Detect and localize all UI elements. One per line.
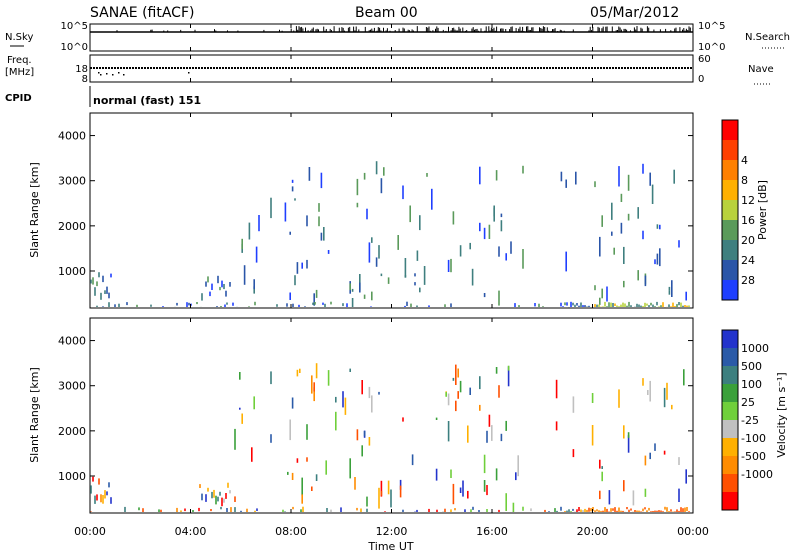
nsky-bars (90, 26, 694, 33)
beam-label: Beam 00 (355, 5, 418, 21)
colorbar-swatch (722, 120, 738, 141)
freq-dot (98, 72, 100, 74)
colorbar-swatch (722, 220, 738, 241)
colorbar-tick-label: 24 (741, 254, 755, 267)
x-tick-label: 16:00 (476, 525, 508, 538)
freq-unit: [MHz] (5, 67, 34, 78)
colorbar-tick-label: 25 (741, 396, 755, 409)
nave-label: Nave (748, 64, 774, 75)
x-tick-label: 04:00 (175, 525, 207, 538)
colorbar-swatch (722, 492, 738, 511)
freq-label: Freq. (7, 55, 32, 66)
y-tick-label: 2000 (58, 220, 86, 233)
y-tick-label: 2000 (58, 425, 86, 438)
colorbar-swatch (722, 384, 738, 403)
velocity-yticks: 1000 2000 3000 4000 (58, 335, 693, 483)
freq-dot (106, 73, 108, 75)
nsearch-tick-top: 10^5 (698, 21, 725, 32)
nsky-tick-bottom: 10^0 (61, 42, 88, 53)
freq-marks (90, 67, 693, 76)
colorbar-tick-label: 500 (741, 360, 762, 373)
x-tick-label: 20:00 (577, 525, 609, 538)
nsearch-tick-bottom: 10^0 (698, 42, 725, 53)
freq-dot (112, 74, 114, 76)
colorbar-swatch (722, 260, 738, 281)
colorbar-tick-label: 28 (741, 274, 755, 287)
velocity-colorbar: 1000 500 100 25 -25 -100 -500 -1000 (721, 329, 773, 511)
x-axis: 00:00 04:00 08:00 12:00 16:00 20:00 00:00 (74, 24, 709, 538)
freq-tick-top: 18 (75, 64, 88, 75)
velocity-colorbar-label: Velocity [m s⁻¹] (775, 372, 788, 457)
colorbar-tick-label: 12 (741, 194, 755, 207)
power-panel (89, 112, 694, 309)
nave-tick-top: 60 (698, 54, 711, 65)
nsky-tick-top: 10^5 (61, 21, 88, 32)
velocity-ylabel: Slant Range [km] (28, 367, 41, 463)
colorbar-swatch (722, 348, 738, 367)
y-tick-label: 3000 (58, 380, 86, 393)
freq-dot (118, 72, 120, 74)
freq-dot (100, 74, 102, 76)
nsky-panel (89, 23, 694, 52)
cpid-label: CPID (5, 93, 32, 104)
date-label: 05/Mar/2012 (590, 5, 679, 21)
velocity-data (90, 363, 690, 512)
colorbar-swatch (722, 474, 738, 493)
colorbar-frame (721, 329, 739, 511)
colorbar-swatch (722, 240, 738, 261)
x-tick-label: 00:00 (677, 525, 709, 538)
freq-dot (123, 74, 125, 76)
colorbar-tick-label: 16 (741, 214, 755, 227)
colorbar-swatch (722, 180, 738, 201)
colorbar-swatch (722, 438, 738, 457)
x-tick-label: 00:00 (74, 525, 106, 538)
freq-dot (188, 72, 190, 74)
colorbar-tick-label: 1000 (741, 342, 769, 355)
nsky-label: N.Sky (5, 32, 33, 43)
y-tick-label: 4000 (58, 130, 86, 143)
colorbar-tick-label: 4 (741, 154, 748, 167)
y-tick-label: 4000 (58, 335, 86, 348)
colorbar-tick-label: 100 (741, 378, 762, 391)
colorbar-swatch (722, 200, 738, 221)
colorbar-swatch (722, 456, 738, 475)
x-tick-label: 08:00 (275, 525, 307, 538)
colorbar-swatch (722, 280, 738, 301)
x-tick-label: 12:00 (376, 525, 408, 538)
station-title: SANAE (fitACF) (90, 5, 194, 21)
colorbar-swatch (722, 402, 738, 421)
colorbar-frame (721, 119, 739, 301)
x-axis-label: Time UT (367, 540, 413, 553)
freq-tick-bottom: 8 (82, 74, 88, 85)
colorbar-tick-label: -25 (741, 414, 759, 427)
power-yticks: 1000 2000 3000 4000 (58, 130, 693, 278)
colorbar-tick-label: 20 (741, 234, 755, 247)
colorbar-swatch (722, 366, 738, 385)
colorbar-tick-label: 8 (741, 174, 748, 187)
y-tick-label: 3000 (58, 175, 86, 188)
power-colorbar: 28 24 20 16 12 8 4 (721, 119, 755, 301)
y-tick-label: 1000 (58, 265, 86, 278)
colorbar-tick-label: -100 (741, 432, 766, 445)
cpid-value: normal (fast) 151 (93, 94, 201, 107)
y-tick-label: 1000 (58, 470, 86, 483)
nsearch-label: N.Search (745, 32, 790, 43)
colorbar-swatch (722, 140, 738, 161)
colorbar-swatch (722, 160, 738, 181)
power-data (90, 161, 690, 308)
colorbar-tick-label: -1000 (741, 468, 773, 481)
colorbar-swatch (722, 420, 738, 439)
velocity-panel (89, 317, 694, 514)
power-ylabel: Slant Range [km] (28, 162, 41, 258)
nave-tick-bottom: 0 (698, 74, 704, 85)
colorbar-tick-label: -500 (741, 450, 766, 463)
colorbar-swatch (722, 330, 738, 349)
power-colorbar-label: Power [dB] (756, 180, 769, 240)
